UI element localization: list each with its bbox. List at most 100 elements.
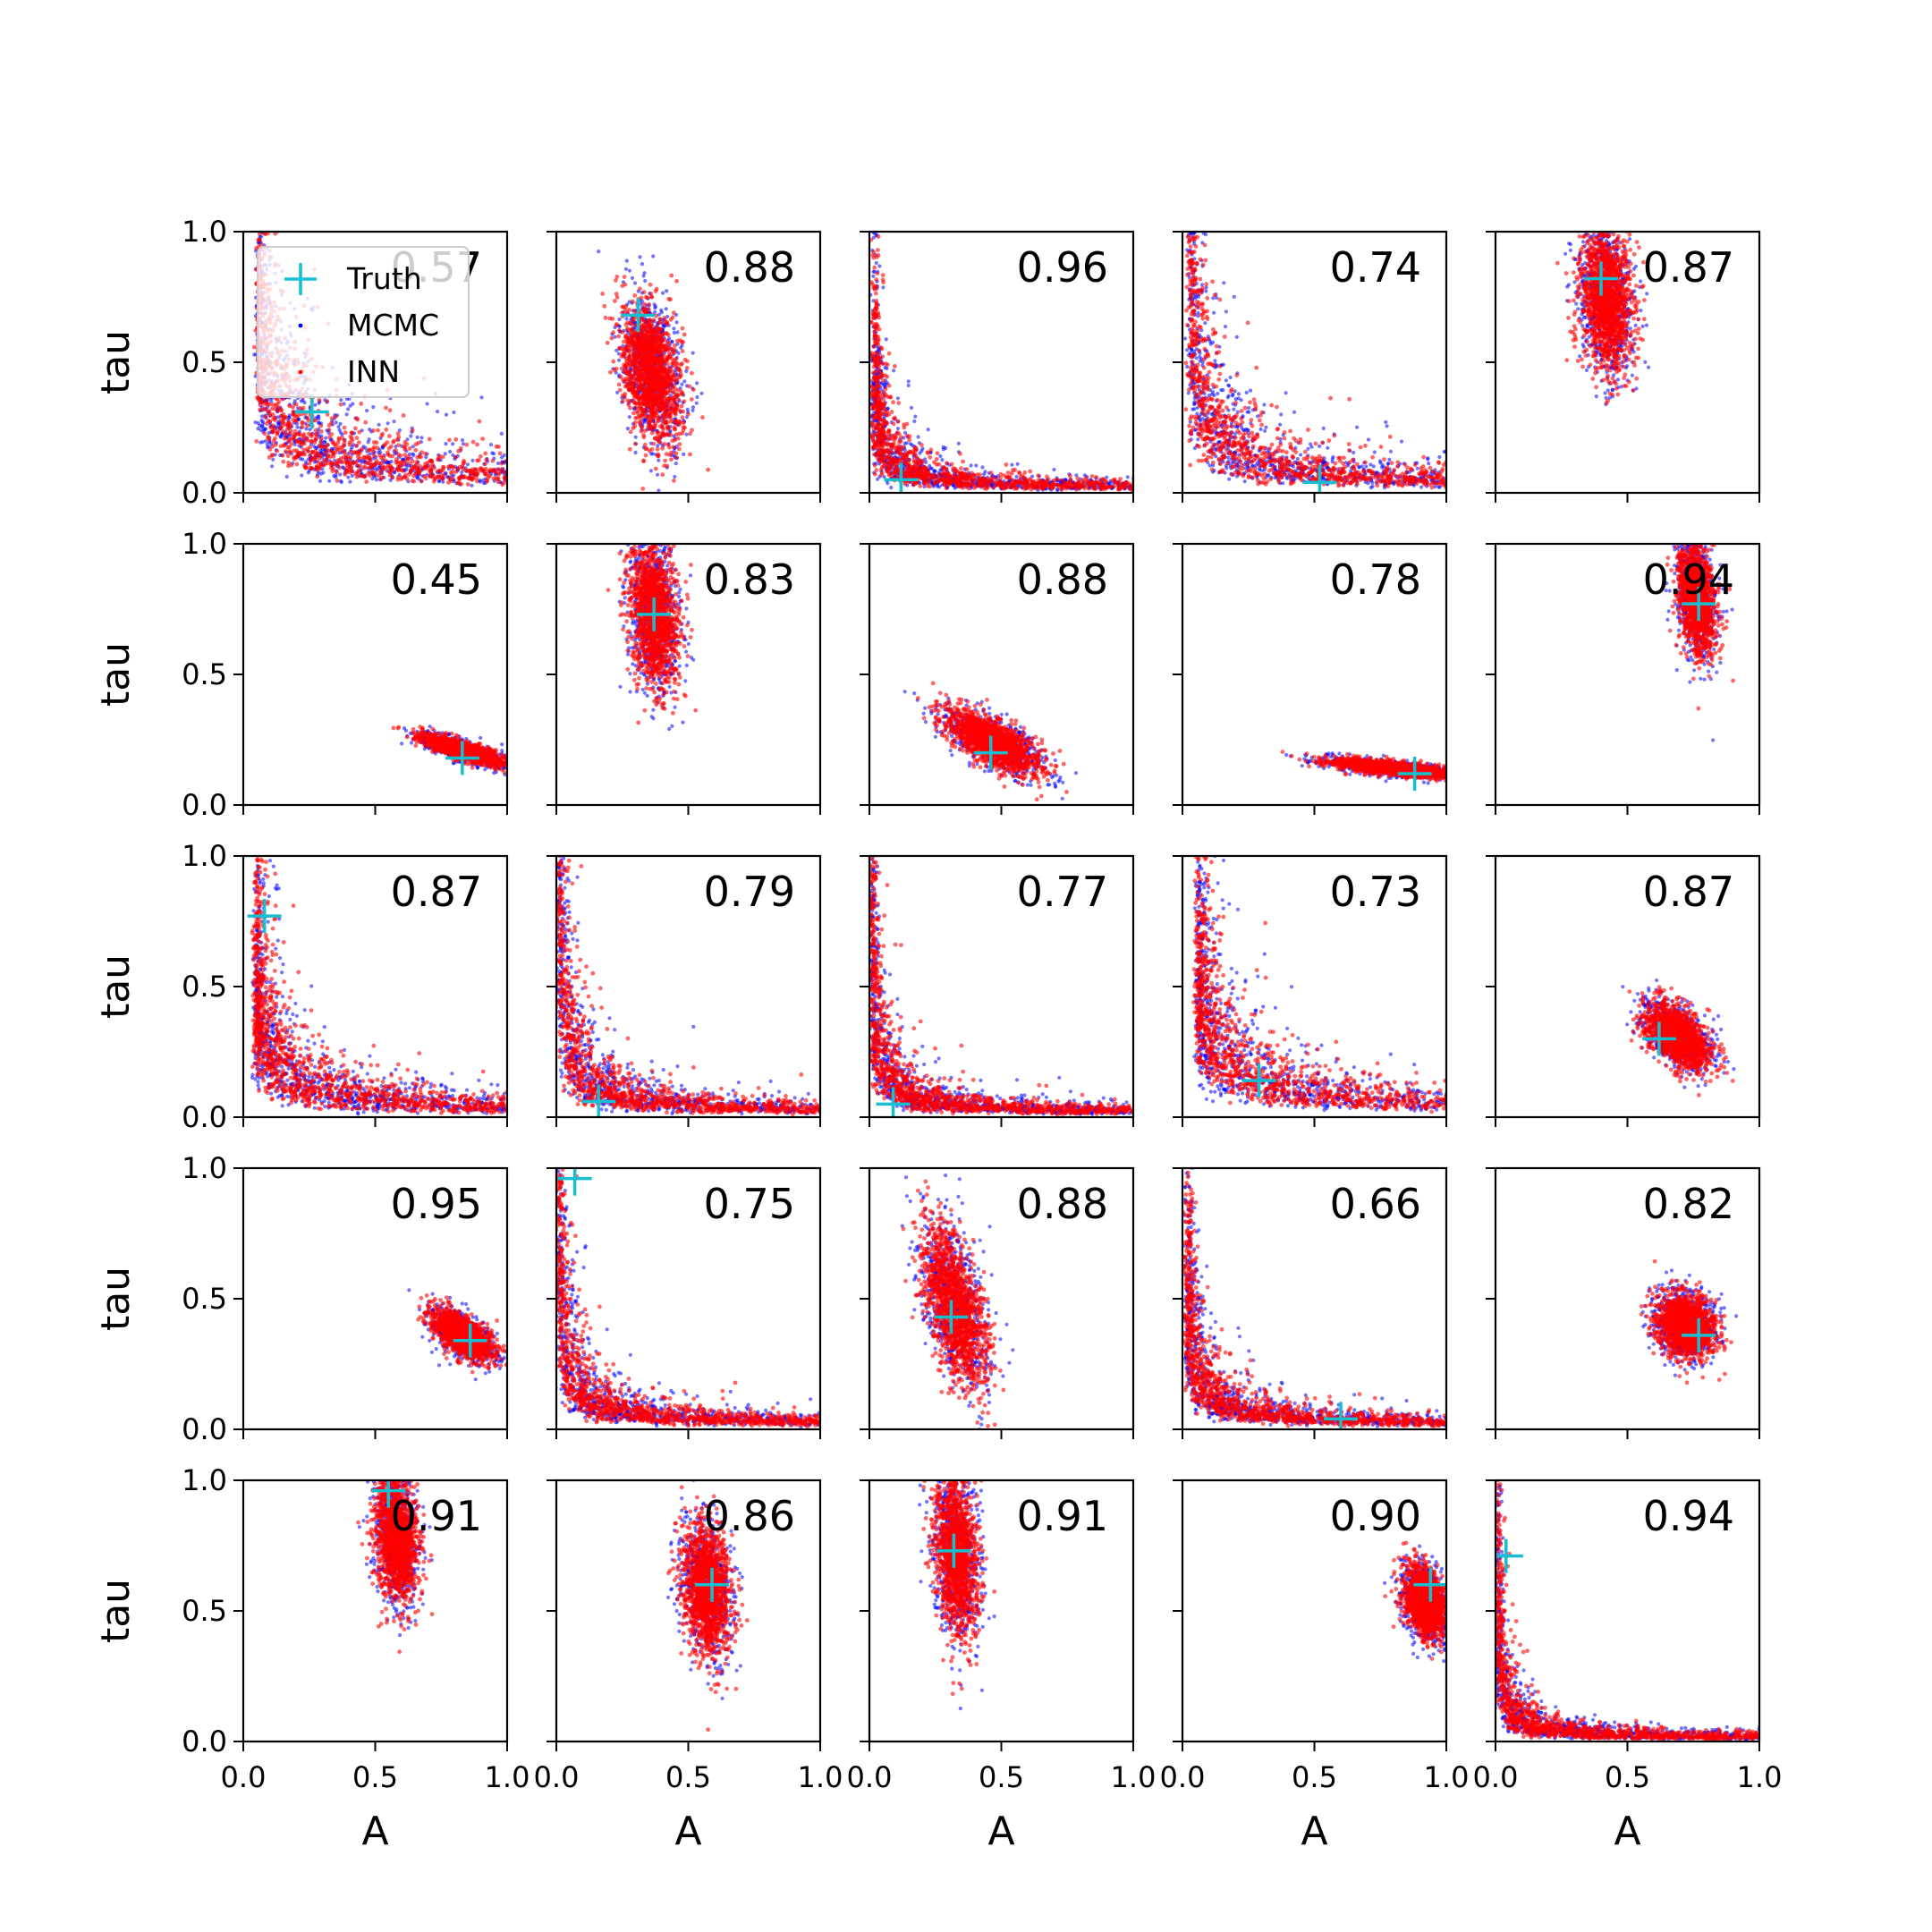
inn-point [664,452,669,456]
inn-point [665,361,670,367]
inn-point [398,453,403,458]
inn-point [475,442,479,447]
mcmc-point [301,457,305,462]
inn-point [677,431,682,436]
inn-point [676,446,682,452]
mcmc-point [659,308,664,312]
inn-point [291,411,295,417]
mcmc-point [256,63,259,66]
inn-point [282,436,287,441]
inn-point [655,429,660,435]
mcmc-point [260,111,264,114]
mcmc-point [642,271,647,275]
inn-point [656,408,661,412]
inn-point [510,467,514,471]
mcmc-point [260,194,264,198]
inn-point [407,446,412,451]
inn-point [325,399,330,403]
panel-2: 0.88 [547,230,822,503]
mcmc-point [264,173,267,176]
mcmc-point [337,428,342,432]
mcmc-point [885,366,889,370]
mcmc-point [292,442,297,447]
inn-point [435,474,440,479]
mcmc-point [415,435,419,439]
inn-point [664,331,668,336]
mcmc-point [889,486,894,490]
mcmc-point [339,479,343,485]
inn-point [354,474,360,479]
inn-point [633,405,639,411]
inn-point [647,302,652,307]
mcmc-point [508,442,512,445]
mcmc-point [653,306,657,310]
inn-point [258,211,263,216]
inn-point [387,434,392,438]
inn-point [258,101,262,106]
inn-point [257,237,262,242]
mcmc-point [443,452,447,456]
inn-point [657,435,662,440]
mcmc-point [679,345,683,350]
mcmc-point [253,420,258,425]
inn-point [619,354,624,359]
inn-point [266,402,270,407]
inn-point [649,386,654,392]
inn-point [355,463,360,468]
inn-point [657,424,663,428]
inn-point [428,468,434,473]
mcmc-point [255,58,258,62]
inn-point [334,414,338,419]
inn-point [671,369,675,375]
inn-point [257,208,261,213]
mcmc-point [682,379,687,384]
inn-point [623,322,629,327]
inn-point [269,210,274,215]
inn-point [398,461,403,465]
inn-point [636,374,640,379]
inn-point [620,399,625,404]
inn-point [499,461,504,466]
inn-point [496,471,502,477]
inn-point [330,462,335,466]
inn-point [359,473,363,479]
inn-point [441,464,445,470]
mcmc-point [881,383,886,387]
mcmc-point [922,484,927,489]
inn-point [254,439,259,444]
inn-point [281,459,286,464]
inn-point [651,441,657,446]
inn-point [422,474,427,479]
inn-point [258,242,264,247]
mcmc-point [334,420,338,425]
inn-point [315,451,320,456]
inn-point [308,453,312,458]
mcmc-point [902,430,908,435]
mcmc-point [297,182,301,185]
inn-point [639,428,644,434]
inn-point [622,275,627,279]
inn-point [680,361,684,366]
inn-point [643,368,648,373]
inn-point [387,408,393,413]
inn-point [668,354,673,359]
mcmc-point [1125,475,1130,479]
inn-point [649,446,655,452]
mcmc-point [263,206,267,209]
inn-point [266,226,270,231]
inn-point [325,454,330,460]
inn-point [657,357,662,362]
inn-point [665,385,671,389]
inn-point [446,475,452,480]
inn-point [337,445,342,450]
mcmc-point [932,469,936,473]
inn-point [317,456,322,461]
inn-point [267,447,273,452]
inn-point [257,187,261,191]
mcmc-point [878,195,882,199]
mcmc-point [344,397,349,402]
inn-point [387,472,393,478]
mcmc-point [258,165,262,169]
inn-point [257,181,261,185]
mcmc-point [502,453,506,458]
